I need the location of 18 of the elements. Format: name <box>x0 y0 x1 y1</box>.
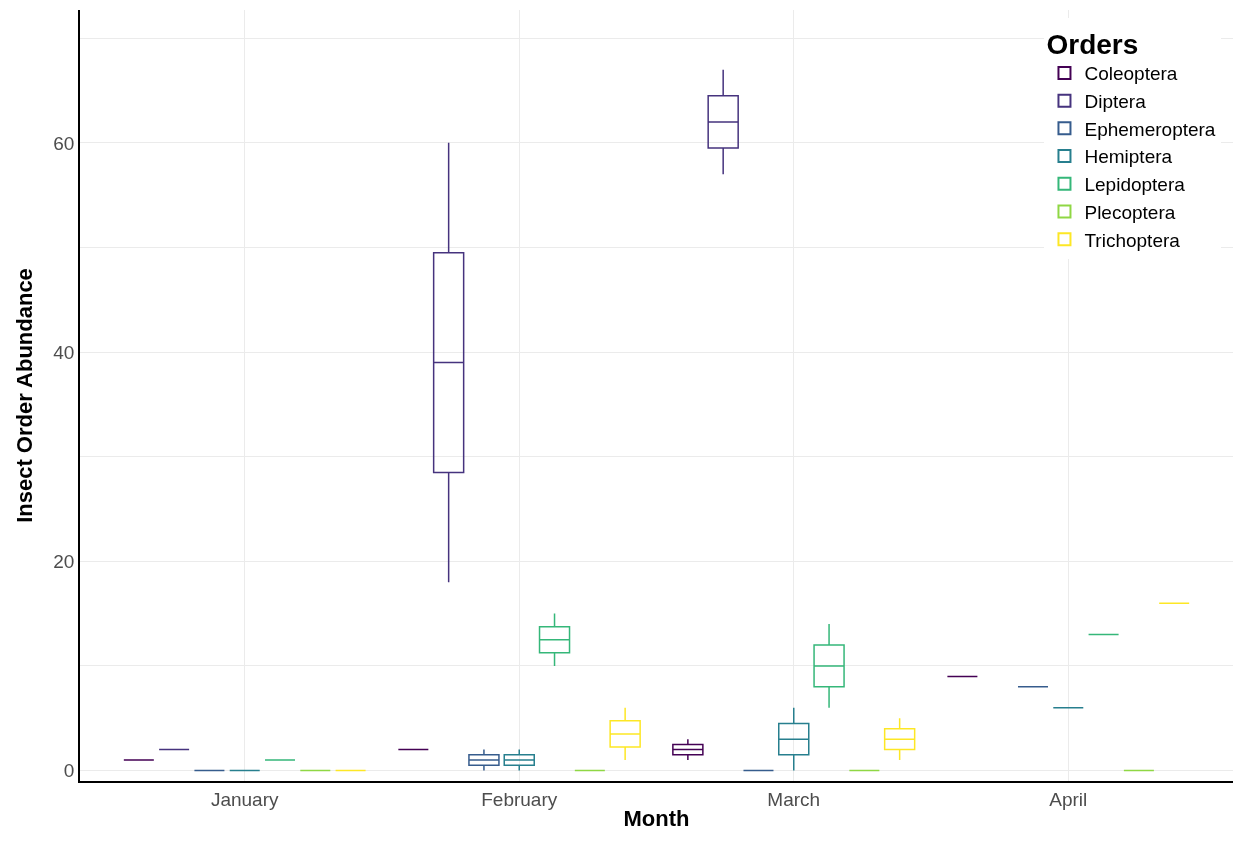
legend-label: Lepidoptera <box>1084 174 1186 196</box>
legend-label: Diptera <box>1084 91 1147 113</box>
y-tick-label: 20 <box>53 550 75 572</box>
y-tick-label: 60 <box>53 132 75 154</box>
x-tick-label: January <box>210 788 279 810</box>
legend-label: Hemiptera <box>1084 146 1173 168</box>
x-tick-label: February <box>481 788 558 810</box>
x-tick-label: April <box>1049 788 1088 810</box>
y-tick-label: 40 <box>53 341 75 363</box>
y-tick-label: 0 <box>63 760 75 782</box>
y-axis-title: Insect Order Abundance <box>11 268 37 523</box>
legend-label: Ephemeroptera <box>1084 118 1216 140</box>
legend-label: Coleoptera <box>1084 63 1178 85</box>
legend-label: Plecoptera <box>1084 201 1176 223</box>
x-tick-label: March <box>767 788 821 810</box>
x-axis-title: Month <box>623 805 690 831</box>
legend-title: Orders <box>1046 29 1139 61</box>
legend-label: Trichoptera <box>1084 229 1181 251</box>
